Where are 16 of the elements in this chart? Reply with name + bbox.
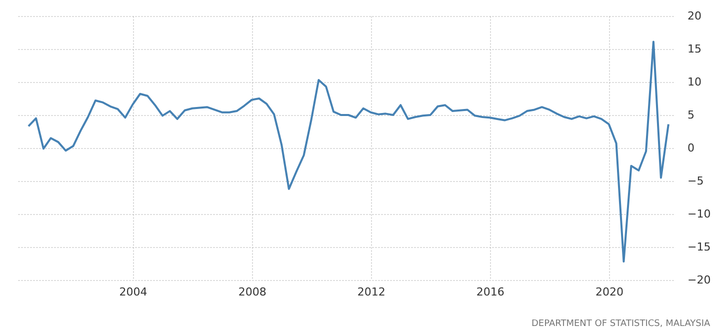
y-tick-label: 0 [688,142,694,154]
y-tick-label: 15 [688,42,702,56]
y-tick-label: −5 [688,174,704,188]
y-tick-label: −10 [688,208,711,220]
x-tick-label: 2012 [357,286,386,298]
x-tick-label: 2016 [476,286,504,298]
y-tick-label: −20 [688,274,711,286]
x-tick-label: 2008 [238,286,266,298]
text: DEPARTMENT OF STATISTICS, MALAYSIA [531,319,712,329]
y-tick-label: 10 [688,76,702,88]
y-tick-label: 20 [688,10,702,22]
x-tick-label: 2004 [119,286,148,298]
y-tick-label: 5 [688,108,694,122]
line-series [27,40,670,263]
y-tick-label: −15 [688,240,711,254]
x-tick-label: 2020 [595,286,624,298]
